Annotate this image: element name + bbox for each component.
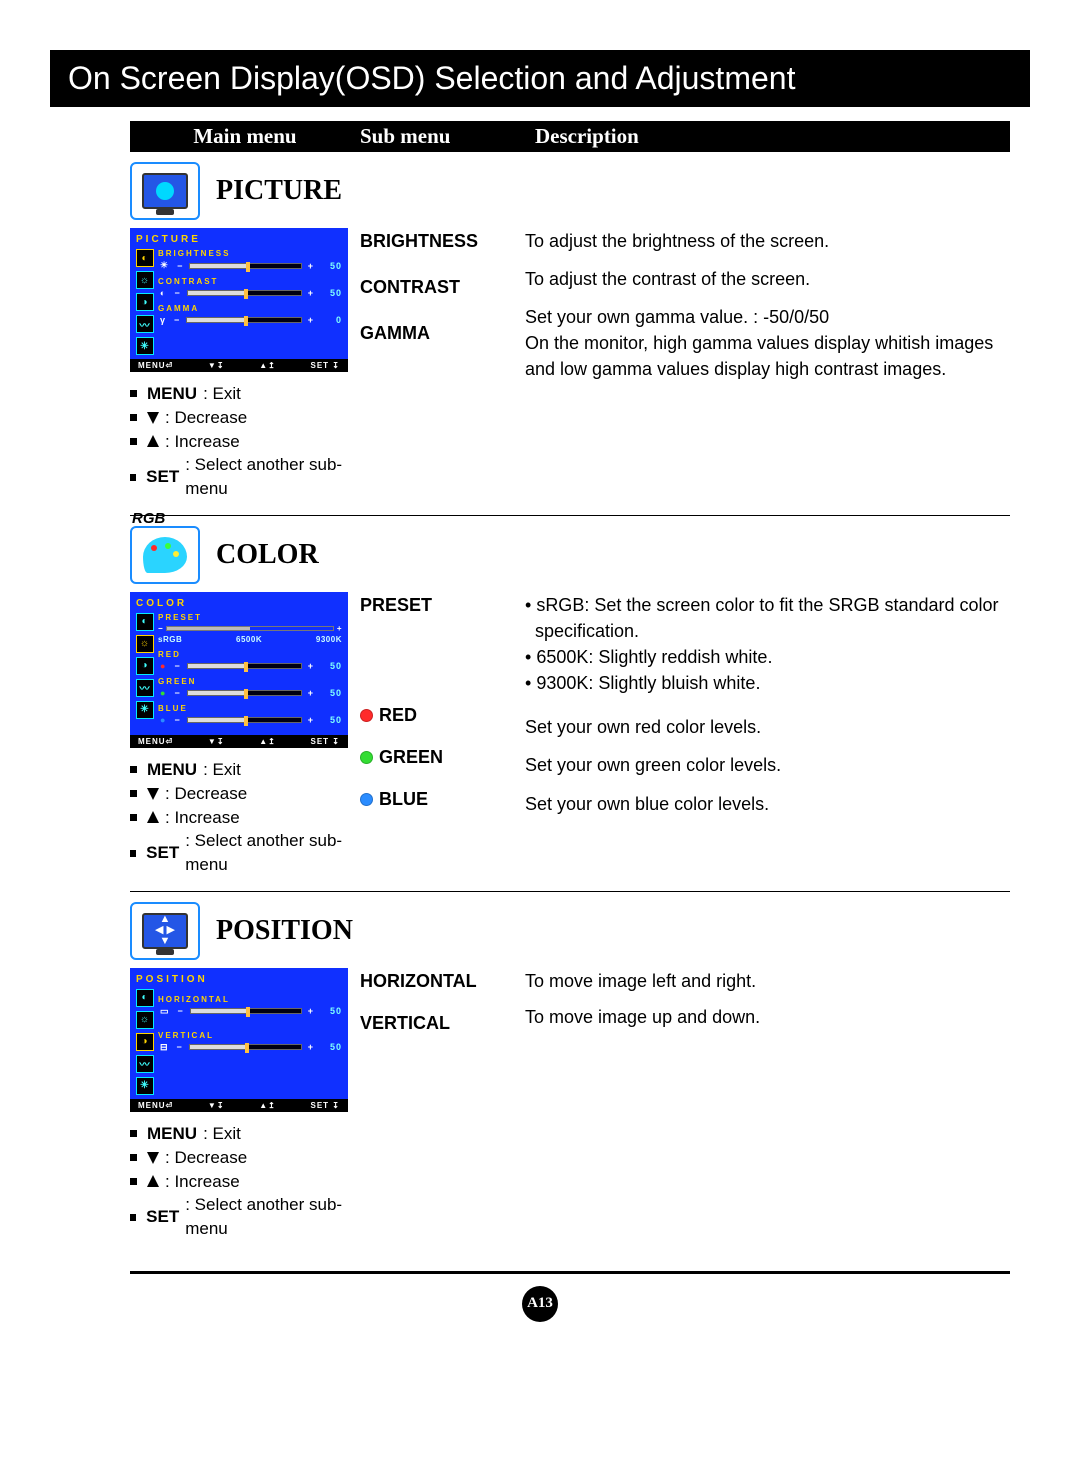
- desc-preset1: • sRGB: Set the screen color to fit the …: [525, 592, 1010, 644]
- desc-preset3: • 9300K: Slightly bluish white.: [525, 670, 1010, 696]
- osd-label: GAMMA: [158, 304, 342, 313]
- column-headers: Main menu Sub menu Description: [130, 121, 1010, 152]
- osd-footer: MENU⏎▼↧▲↥SET ↧: [130, 735, 348, 748]
- osd-nav-icon: ◐: [136, 613, 154, 631]
- sub-green: GREEN: [360, 744, 519, 772]
- picture-legend: MENU : Exit : Decrease : Increase SET : …: [130, 382, 360, 501]
- osd-nav-icon: ◑: [136, 293, 154, 311]
- divider: [130, 515, 1010, 516]
- up-arrow-icon: [147, 811, 159, 823]
- position-icon: ▲◀ ▶▼: [130, 902, 200, 960]
- position-osd-title: POSITION: [136, 974, 342, 985]
- desc-gamma: Set your own gamma value. : -50/0/50 On …: [525, 304, 1010, 382]
- green-dot-icon: [360, 751, 373, 764]
- sub-preset: PRESET: [360, 592, 519, 620]
- position-title: POSITION: [216, 915, 353, 947]
- down-arrow-icon: [147, 1152, 159, 1164]
- picture-osd: PICTURE ◐ ☼ ◑ 〰 ✳ BRIGHTNESS ☀: [130, 228, 348, 372]
- preset-bar: −+: [158, 624, 342, 633]
- position-osd: POSITION ◐ ☼ ◑ 〰 ✳ HORIZONTAL ▭: [130, 968, 348, 1112]
- osd-nav-icon: 〰: [136, 1055, 154, 1073]
- picture-osd-title: PICTURE: [136, 234, 342, 245]
- osd-footer: MENU⏎▼↧▲↥SET ↧: [130, 1099, 348, 1112]
- desc-preset2: • 6500K: Slightly reddish white.: [525, 644, 1010, 670]
- sub-red: RED: [360, 702, 519, 730]
- sub-brightness: BRIGHTNESS: [360, 228, 519, 256]
- header-desc: Description: [525, 124, 1010, 149]
- osd-val: 50: [320, 261, 342, 271]
- osd-label: GREEN: [158, 677, 342, 686]
- desc-brightness: To adjust the brightness of the screen.: [525, 228, 1010, 254]
- header-main: Main menu: [130, 124, 360, 149]
- sub-vertical: VERTICAL: [360, 1010, 519, 1038]
- osd-glyph: γ: [158, 315, 168, 325]
- osd-footer: MENU⏎▼↧▲↥SET ↧: [130, 359, 348, 372]
- color-title: COLOR: [216, 539, 319, 571]
- osd-label: CONTRAST: [158, 277, 342, 286]
- osd-glyph: ◐: [158, 288, 168, 298]
- osd-nav-icon: ◑: [136, 1033, 154, 1051]
- osd-val: 50: [320, 288, 342, 298]
- osd-glyph: ▭: [158, 1006, 172, 1017]
- section-position: ▲◀ ▶▼ POSITION POSITION ◐ ☼ ◑ 〰 ✳ H: [130, 902, 1010, 1241]
- red-dot-icon: [360, 709, 373, 722]
- footer-divider: [130, 1271, 1010, 1274]
- osd-label: HORIZONTAL: [158, 995, 342, 1004]
- page-number: A13: [522, 1286, 558, 1322]
- position-legend: MENU : Exit : Decrease : Increase SET : …: [130, 1122, 360, 1241]
- osd-val: 0: [320, 315, 342, 325]
- down-arrow-icon: [147, 788, 159, 800]
- page-title: On Screen Display(OSD) Selection and Adj…: [50, 50, 1030, 107]
- osd-glyph: ⊟: [158, 1042, 171, 1053]
- osd-nav-icon: 〰: [136, 679, 154, 697]
- rgb-label: RGB: [132, 510, 165, 527]
- osd-label: BRIGHTNESS: [158, 249, 342, 258]
- osd-nav-icon: ✳: [136, 701, 154, 719]
- osd-nav-icon: 〰: [136, 315, 154, 333]
- down-arrow-icon: [147, 412, 159, 424]
- osd-nav-icon: ◑: [136, 657, 154, 675]
- osd-label: PRESET: [158, 613, 342, 622]
- osd-nav-icon: ◐: [136, 249, 154, 267]
- osd-nav-icon: ✳: [136, 1077, 154, 1095]
- up-arrow-icon: [147, 435, 159, 447]
- header-sub: Sub menu: [360, 124, 525, 149]
- sub-blue: BLUE: [360, 786, 519, 814]
- desc-horizontal: To move image left and right.: [525, 968, 1010, 994]
- sub-gamma: GAMMA: [360, 320, 519, 348]
- color-osd: COLOR ◐ ☼ ◑ 〰 ✳ PRESET −+: [130, 592, 348, 748]
- osd-label: VERTICAL: [158, 1031, 342, 1040]
- osd-nav-icon: ✳: [136, 337, 154, 355]
- osd-glyph: ☀: [158, 260, 171, 271]
- section-picture: PICTURE PICTURE ◐ ☼ ◑ 〰 ✳ BRIGHTNESS: [130, 162, 1010, 516]
- desc-green: Set your own green color levels.: [525, 752, 1010, 778]
- picture-title: PICTURE: [216, 175, 342, 207]
- osd-nav-icon: ☼: [136, 271, 154, 289]
- desc-red: Set your own red color levels.: [525, 714, 1010, 740]
- osd-label: BLUE: [158, 704, 342, 713]
- osd-nav-icon: ☼: [136, 1011, 154, 1029]
- color-osd-title: COLOR: [136, 598, 342, 609]
- desc-blue: Set your own blue color levels.: [525, 791, 1010, 817]
- desc-contrast: To adjust the contrast of the screen.: [525, 266, 1010, 292]
- divider: [130, 891, 1010, 892]
- up-arrow-icon: [147, 1175, 159, 1187]
- picture-icon: [130, 162, 200, 220]
- sub-contrast: CONTRAST: [360, 274, 519, 302]
- osd-nav-icon: ◐: [136, 989, 154, 1007]
- osd-label: RED: [158, 650, 342, 659]
- section-color: RGB COLOR COLOR ◐ ☼ ◑ 〰 ✳ PR: [130, 526, 1010, 892]
- desc-vertical: To move image up and down.: [525, 1004, 1010, 1030]
- color-icon: RGB: [130, 526, 200, 584]
- sub-horizontal: HORIZONTAL: [360, 968, 519, 996]
- color-legend: MENU : Exit : Decrease : Increase SET : …: [130, 758, 360, 877]
- osd-nav-icon: ☼: [136, 635, 154, 653]
- blue-dot-icon: [360, 793, 373, 806]
